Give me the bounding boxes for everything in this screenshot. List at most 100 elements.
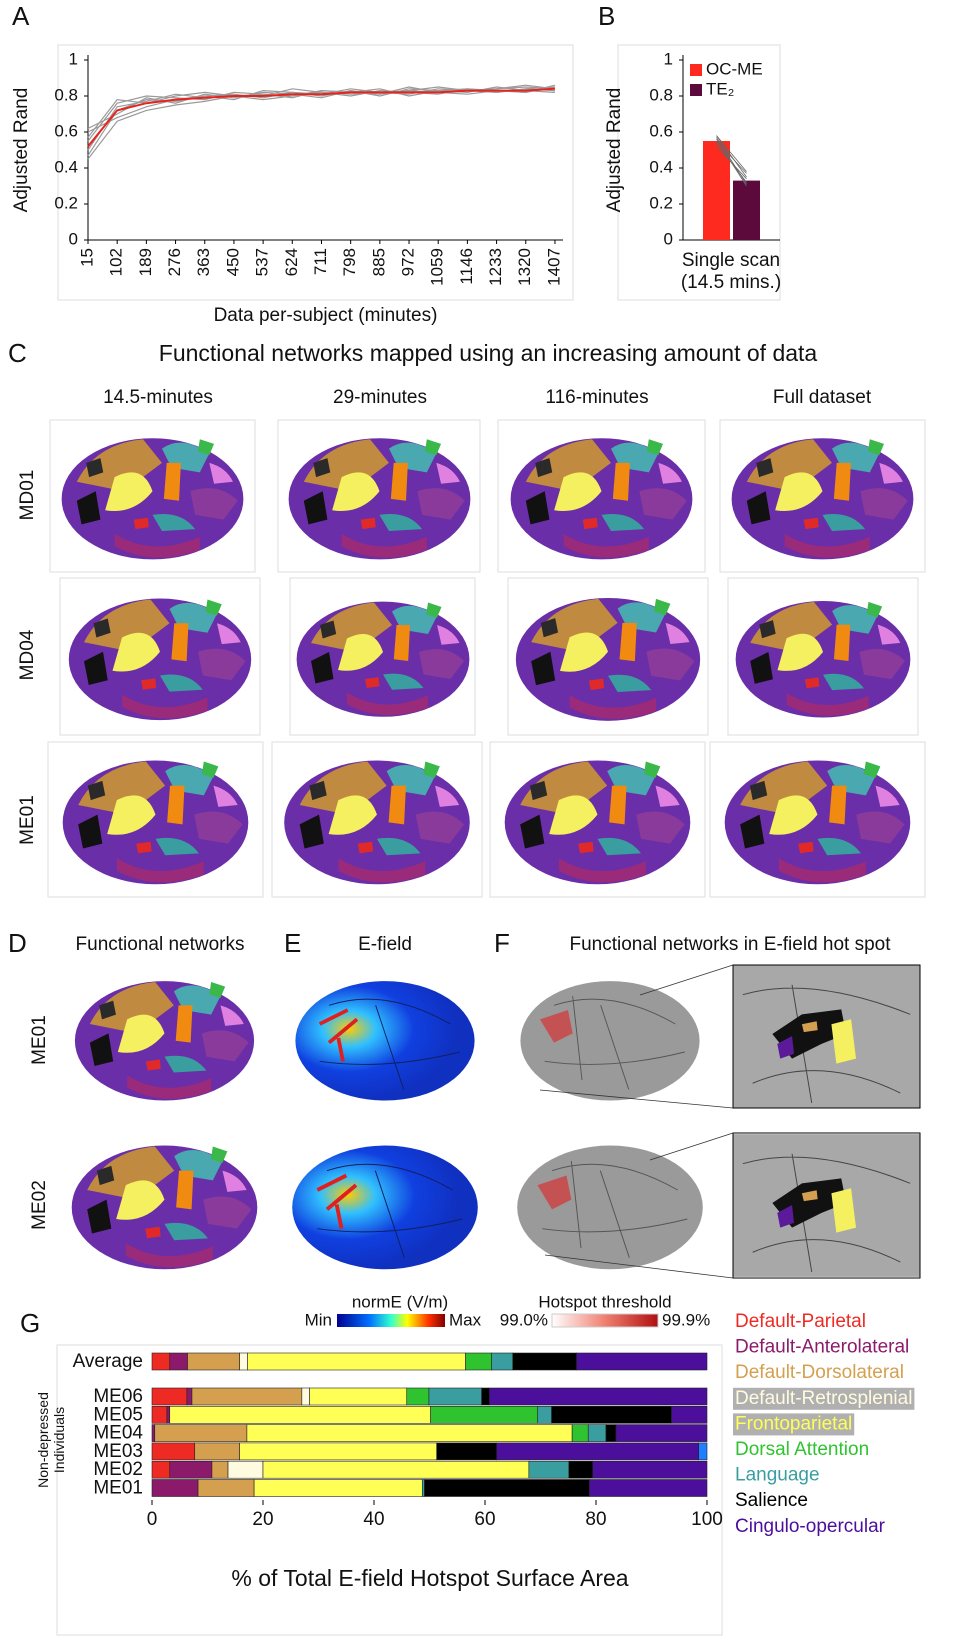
x-tick-label: 20 (252, 1509, 273, 1530)
bar-segment (513, 1353, 577, 1370)
bar-segment (569, 1461, 593, 1478)
colorbar (337, 1314, 445, 1327)
legend-label: Default-Retrosplenial (735, 1388, 912, 1409)
y-tick-label: 0 (69, 229, 78, 248)
y-tick-label: 0.4 (54, 157, 78, 176)
y-tick-label: 0.6 (649, 121, 673, 140)
legend-label: Dorsal Attention (735, 1439, 869, 1460)
legend-swatch (690, 84, 702, 96)
legend-label: Cingulo-opercular (735, 1516, 886, 1537)
bar-segment (572, 1425, 588, 1442)
brain-maps (62, 438, 914, 884)
legend-swatch (690, 64, 702, 76)
x-tick-label: 60 (474, 1509, 495, 1530)
bar-segment (552, 1406, 672, 1423)
panel-letter: G (20, 1308, 40, 1338)
brain-map (63, 761, 249, 885)
legend-label: OC-ME (706, 59, 763, 78)
bar-segment (195, 1443, 240, 1460)
panel-letter: B (598, 1, 615, 31)
bar-segment (425, 1480, 590, 1497)
bar-segment (616, 1425, 707, 1442)
brain-map (511, 438, 693, 559)
panel-title: E-field (358, 934, 412, 955)
panel-letter: D (8, 928, 27, 958)
brain-map (69, 599, 251, 721)
brain-map (732, 438, 914, 559)
x-tick-label: 798 (340, 248, 359, 276)
bar-segment (538, 1406, 552, 1423)
bar-segment (152, 1406, 167, 1423)
bar-segment (606, 1425, 616, 1442)
y-tick-label: 0.6 (54, 121, 78, 140)
x-tick-label: 1059 (428, 248, 447, 286)
brain-map (505, 761, 691, 885)
bar-segment (167, 1406, 170, 1423)
x-tick-label: 972 (399, 248, 418, 276)
brain-map (725, 761, 911, 885)
y-axis-title: Adjusted Rand (11, 88, 32, 213)
x-tick-label: 80 (585, 1509, 606, 1530)
column-title: 29-minutes (333, 387, 427, 408)
bar-segment (170, 1353, 188, 1370)
brain-map (75, 981, 254, 1100)
bar-segment (170, 1461, 212, 1478)
bar-segment (593, 1461, 707, 1478)
colorbar-title: normE (V/m) (352, 1292, 448, 1311)
legend-label: Salience (735, 1490, 808, 1511)
bar-segment (577, 1353, 707, 1370)
y-tick-label: ME01 (93, 1478, 143, 1499)
efield-map (295, 981, 474, 1100)
x-axis-title: % of Total E-field Hotspot Surface Area (231, 1565, 628, 1591)
y-tick-label: 0.4 (649, 157, 673, 176)
bar-segment (240, 1353, 248, 1370)
bar-segment (240, 1443, 437, 1460)
bar-segment (437, 1443, 497, 1460)
panel-letter: E (284, 928, 301, 958)
bar-segment (188, 1353, 240, 1370)
bar-segment (170, 1406, 431, 1423)
colorbar-label: Max (449, 1310, 482, 1329)
brain-map (289, 438, 471, 559)
x-tick-label: 40 (363, 1509, 384, 1530)
colorbar-label: Min (305, 1310, 332, 1329)
panel-title: Functional networks in E-field hot spot (569, 934, 891, 955)
x-tick-label: 15 (77, 248, 96, 267)
y-tick-label: 1 (69, 49, 78, 68)
y-tick-label: 0.8 (649, 85, 673, 104)
bar-segment (482, 1388, 490, 1405)
brain-map (284, 761, 470, 885)
bar (733, 181, 760, 240)
zoom-view (733, 1134, 920, 1277)
hotspot-map (517, 1146, 703, 1270)
x-tick-label: 1233 (486, 248, 505, 286)
y-tick-label: 0.2 (649, 193, 673, 212)
column-title: 116-minutes (545, 387, 648, 408)
bar-segment (152, 1480, 198, 1497)
bar-segment (212, 1461, 228, 1478)
brain-map (62, 438, 244, 559)
bar-segment (589, 1480, 707, 1497)
row-label: MD04 (17, 629, 38, 680)
row-label: ME01 (29, 1015, 50, 1065)
x-tick-label: 102 (107, 248, 126, 276)
y-tick-label: 0 (664, 229, 673, 248)
colorbar-title: Hotspot threshold (538, 1292, 671, 1311)
panel-letter: A (12, 1, 30, 31)
y-tick-label: 1 (664, 49, 673, 68)
bar-segment (529, 1461, 569, 1478)
x-axis-title: Data per-subject (minutes) (214, 305, 438, 326)
brain-map (297, 602, 470, 717)
bar-segment (492, 1353, 513, 1370)
bar-segment (466, 1353, 492, 1370)
bar-segment (489, 1388, 707, 1405)
efield-map (292, 1146, 478, 1270)
y-axis-title: Adjusted Rand (604, 88, 625, 213)
panel-title: Functional networks (76, 934, 245, 955)
x-tick-label: 711 (311, 248, 330, 275)
legend-label: Default-Parietal (735, 1311, 866, 1332)
x-tick-label: 276 (165, 248, 184, 276)
bar-segment (671, 1406, 707, 1423)
brain-map (72, 1146, 258, 1270)
x-tick-label: 624 (282, 248, 301, 276)
